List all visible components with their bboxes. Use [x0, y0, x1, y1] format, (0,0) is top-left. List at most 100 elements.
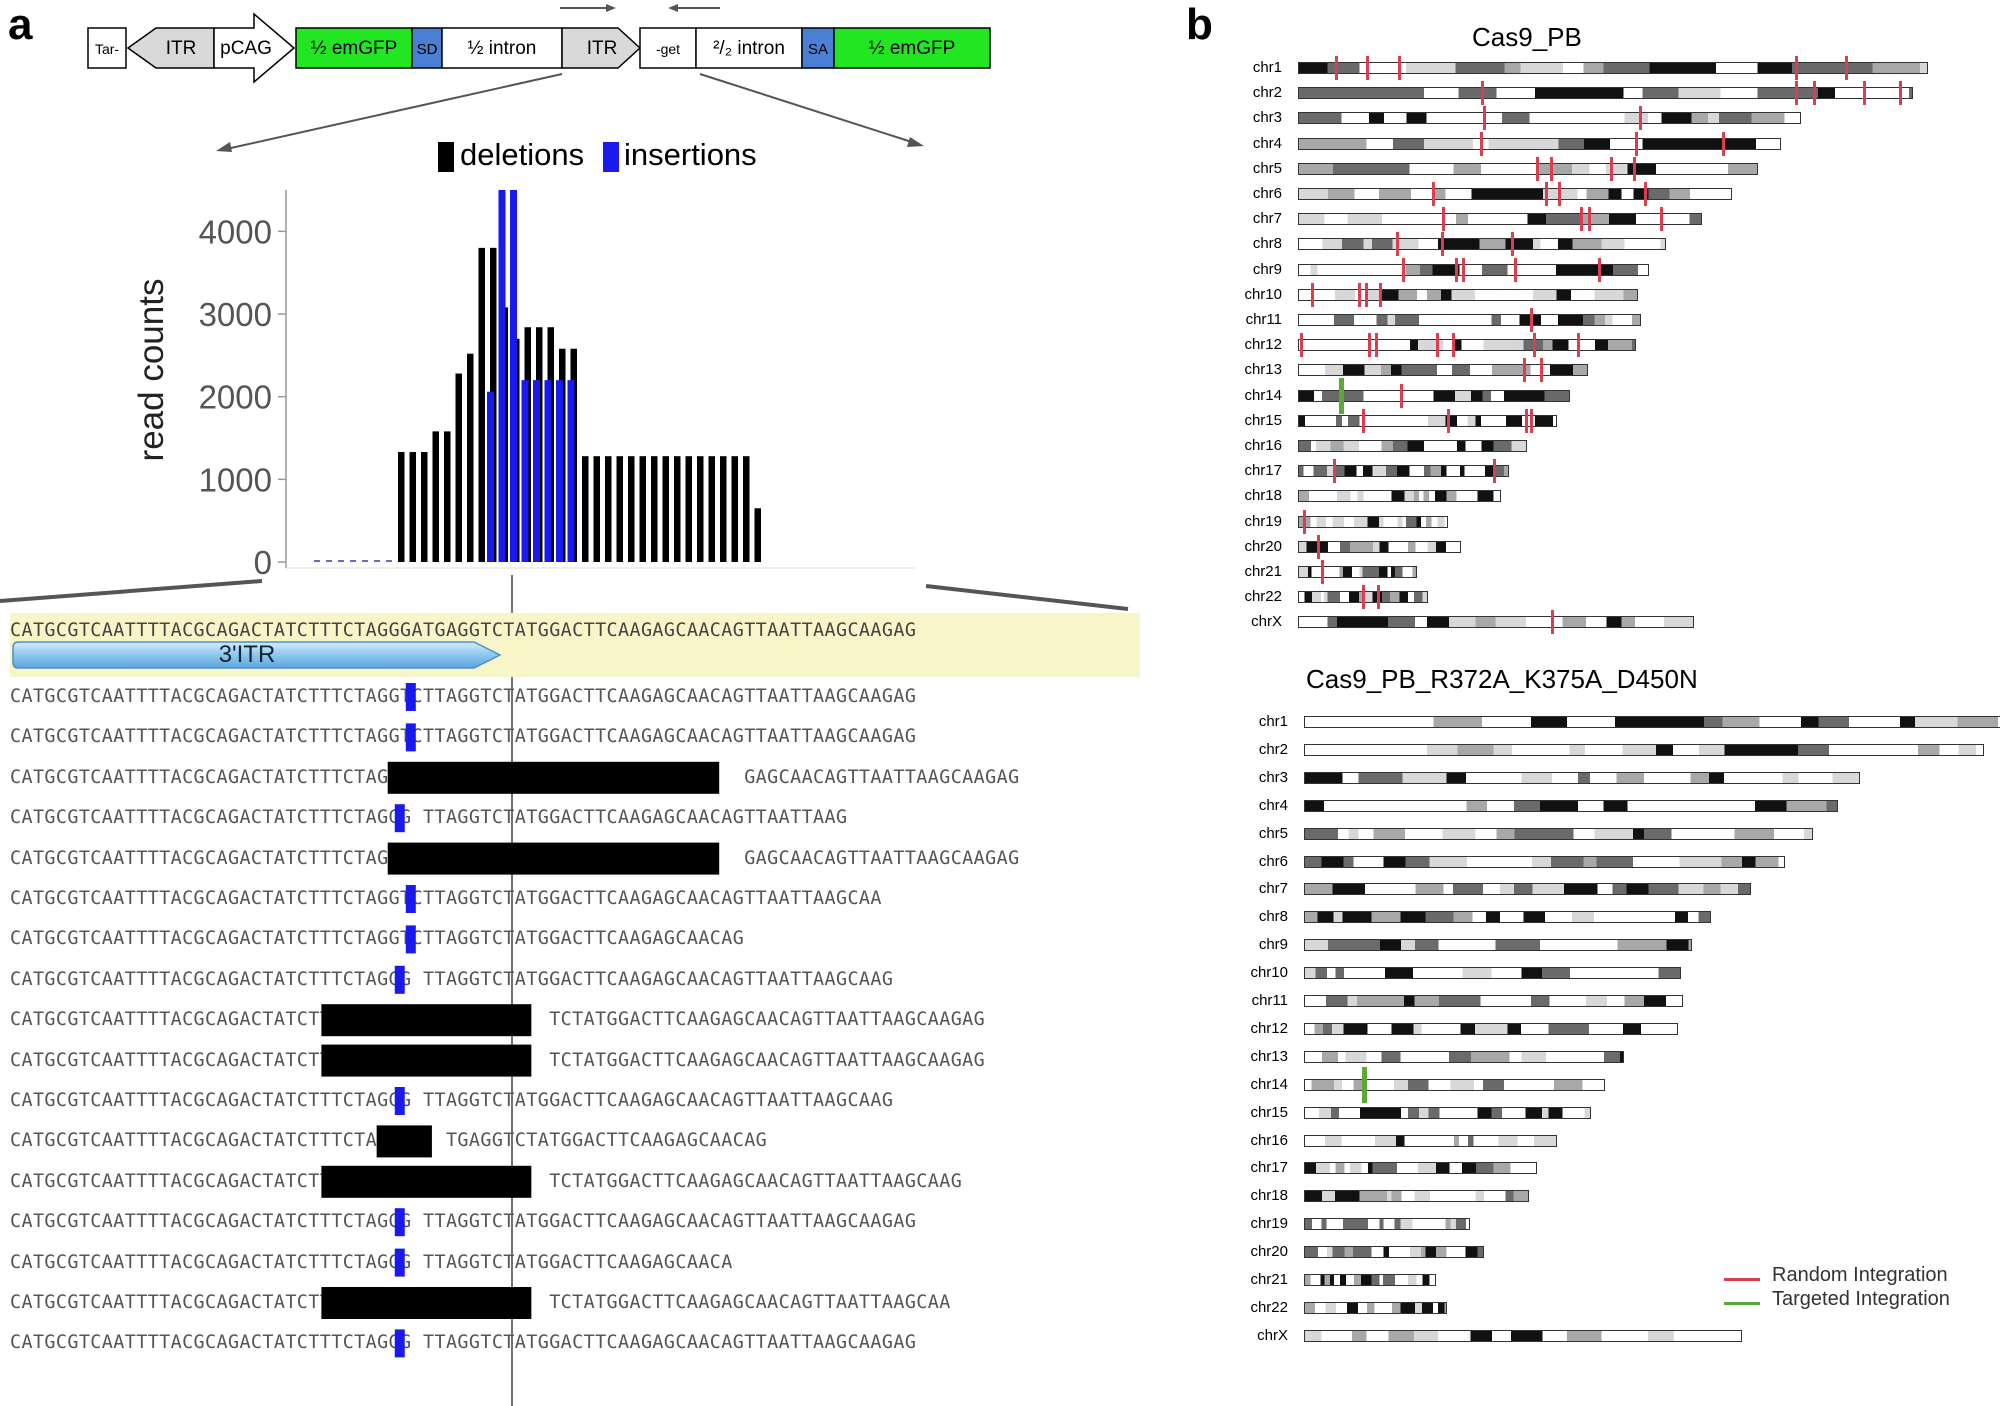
insertion-mark	[394, 1329, 405, 1358]
deletion-bar	[455, 373, 462, 562]
chromosome-bar	[1298, 490, 1502, 503]
deletion-mark	[321, 1287, 532, 1319]
random-integration-mark	[1442, 207, 1446, 232]
random-integration-mark	[1632, 156, 1636, 181]
itr-feature-label: 3'ITR	[218, 641, 276, 668]
random-integration-mark	[1378, 282, 1382, 307]
construct-label-4: SD	[417, 41, 438, 58]
chromosome-label: chr2	[1252, 84, 1282, 102]
targeted-integration-legend-line	[1724, 1302, 1760, 1305]
construct-element-8: ²/₂ intron	[695, 27, 803, 69]
chromosome-bar	[1298, 314, 1641, 326]
random-integration-mark	[1540, 358, 1544, 383]
chromosome-label: chr22	[1250, 1298, 1288, 1316]
insertion-mark	[394, 1248, 405, 1277]
random-integration-mark	[1536, 156, 1540, 181]
construct-element-6: ITR	[561, 27, 642, 69]
chromosome-bar	[1304, 911, 1712, 924]
chromosome-bar	[1304, 743, 1985, 756]
read-row: CATGCGTCAATTTTACGCAGACTATCTTTCTAGGTCTTAG…	[10, 888, 882, 909]
y-tick-label: 1000	[199, 461, 272, 498]
chromosome-label: chr19	[1250, 1215, 1288, 1233]
insertion-bar	[544, 380, 552, 562]
targeted-integration-legend-label: Targeted Integration	[1772, 1288, 1950, 1310]
chromosome-bar	[1304, 967, 1681, 980]
random-integration-mark	[1334, 56, 1338, 80]
reference-sequence: CATGCGTCAATTTTACGCAGACTATCTTTCTAGGGATGAG…	[10, 620, 917, 641]
chromosome-bar	[1298, 389, 1570, 402]
construct-element-5: ½ intron	[441, 27, 563, 69]
construct-label-0: Tar-	[95, 41, 119, 57]
deletion-bar	[467, 353, 474, 562]
random-integration-mark	[1587, 207, 1591, 232]
chromosome-bar	[1304, 1301, 1448, 1314]
random-integration-mark	[1300, 333, 1304, 358]
chromosome-label: chr4	[1252, 134, 1282, 152]
deletion-bar	[639, 456, 646, 562]
chromosome-bar	[1304, 1050, 1625, 1063]
read-row: CATGCGTCAATTTTACGCAGACTATCTTTCTAGGTCTTAG…	[10, 726, 917, 748]
chromosome-label: chr8	[1258, 908, 1288, 926]
construct-label-3: ½ emGFP	[311, 38, 398, 59]
random-integration-mark	[1609, 156, 1613, 181]
deletion-mark	[387, 842, 720, 875]
chromosome-label: chr1	[1258, 713, 1288, 730]
chromosome-bar	[1304, 1022, 1678, 1035]
chromosome-bar	[1304, 1329, 1743, 1342]
read-row: CATGCGTCAATTTTACGCAGACTATCTTTCTAGGG TTAG…	[10, 1332, 917, 1354]
random-integration-mark	[1454, 257, 1458, 282]
deletion-mark	[321, 1165, 532, 1198]
deletion-bar	[697, 456, 704, 562]
chromosome-bar	[1304, 1246, 1484, 1259]
chromosome-bar	[1304, 1162, 1538, 1175]
deletion-bar	[651, 456, 658, 562]
chromosome-label: chr20	[1250, 1243, 1288, 1261]
random-integration-mark	[1493, 459, 1497, 484]
deletion-bar	[409, 452, 416, 562]
targeted-integration-mark	[1362, 1066, 1368, 1103]
random-integration-mark	[1365, 282, 1369, 307]
random-integration-mark	[1634, 131, 1638, 156]
zoom-arrows	[216, 73, 924, 152]
random-integration-mark	[1358, 282, 1362, 307]
random-integration-mark	[1549, 156, 1553, 181]
random-integration-mark	[1579, 207, 1583, 232]
chromosome-label: chr2	[1258, 740, 1288, 758]
insertion-mark	[394, 965, 405, 994]
insertion-mark	[405, 683, 416, 711]
chromosome-bar	[1298, 566, 1418, 578]
chromosome-bar	[1298, 162, 1758, 175]
zoom-line-left	[0, 579, 263, 603]
random-integration-legend-line	[1724, 1278, 1760, 1281]
chromosome-label: chr3	[1258, 768, 1288, 786]
chromosome-label: chr22	[1244, 588, 1282, 606]
random-integration-mark	[1577, 333, 1581, 358]
insertion-mark	[405, 723, 416, 752]
construct-label-10: ½ emGFP	[869, 38, 956, 59]
read-row: CATGCGTCAATTTTACGCAGACTATCTTTCTAGGG TTAG…	[10, 1251, 733, 1273]
random-integration-mark	[1332, 459, 1336, 484]
chromosome-bar	[1304, 1218, 1470, 1231]
chromosome-label: chrX	[1251, 613, 1282, 631]
random-integration-mark	[1440, 232, 1444, 257]
chromosome-label: chrX	[1257, 1326, 1288, 1344]
read-row: CATGCGTCAATTTTACGCAGACTATCTTTCTAGGG TTAG…	[10, 1090, 894, 1111]
chromosome-label: chr17	[1250, 1159, 1288, 1177]
random-integration-mark	[1522, 358, 1526, 383]
chromosome-label: chr15	[1250, 1103, 1288, 1121]
chromosome-bar	[1304, 1190, 1529, 1203]
insertion-mark	[394, 804, 405, 833]
y-tick-label: 0	[254, 544, 272, 581]
chromosome-label: chr14	[1250, 1075, 1288, 1093]
chromosome-label: chr11	[1245, 311, 1282, 328]
chromosome-bar	[1298, 414, 1558, 427]
deletion-bar	[616, 456, 623, 562]
random-integration-mark	[1366, 56, 1370, 80]
insertion-bar	[533, 380, 540, 562]
karyotype-title: Cas9_PB	[1472, 22, 1582, 52]
chromosome-bar	[1298, 213, 1702, 226]
chromosome-label: chr13	[1250, 1047, 1288, 1065]
construct-element-2: pCAG	[213, 12, 296, 84]
chromosome-label: chr12	[1250, 1019, 1288, 1037]
chromosome-bar	[1304, 995, 1684, 1007]
